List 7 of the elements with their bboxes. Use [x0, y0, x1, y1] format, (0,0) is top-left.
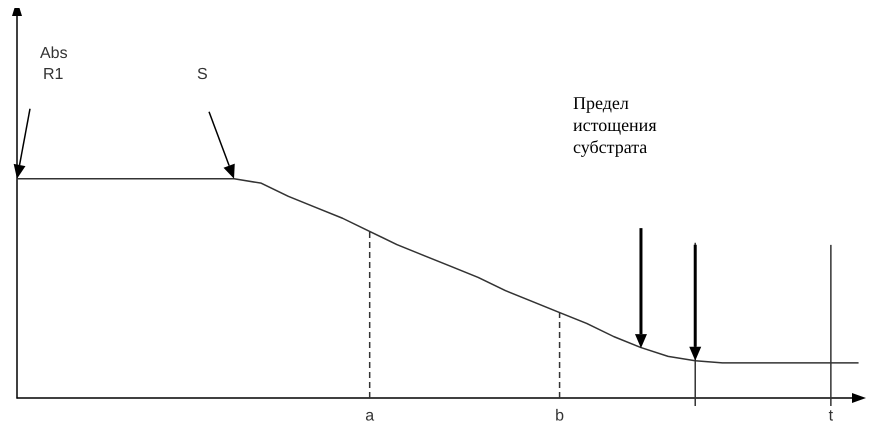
text: Abs: [40, 45, 68, 62]
x-tick-label: t: [828, 408, 834, 424]
x-tick-label: a: [365, 408, 374, 424]
text: R1: [43, 66, 64, 83]
text: S: [197, 66, 208, 83]
x-tick-label: b: [555, 408, 564, 424]
text: Предел истощения субстрата: [572, 93, 657, 158]
